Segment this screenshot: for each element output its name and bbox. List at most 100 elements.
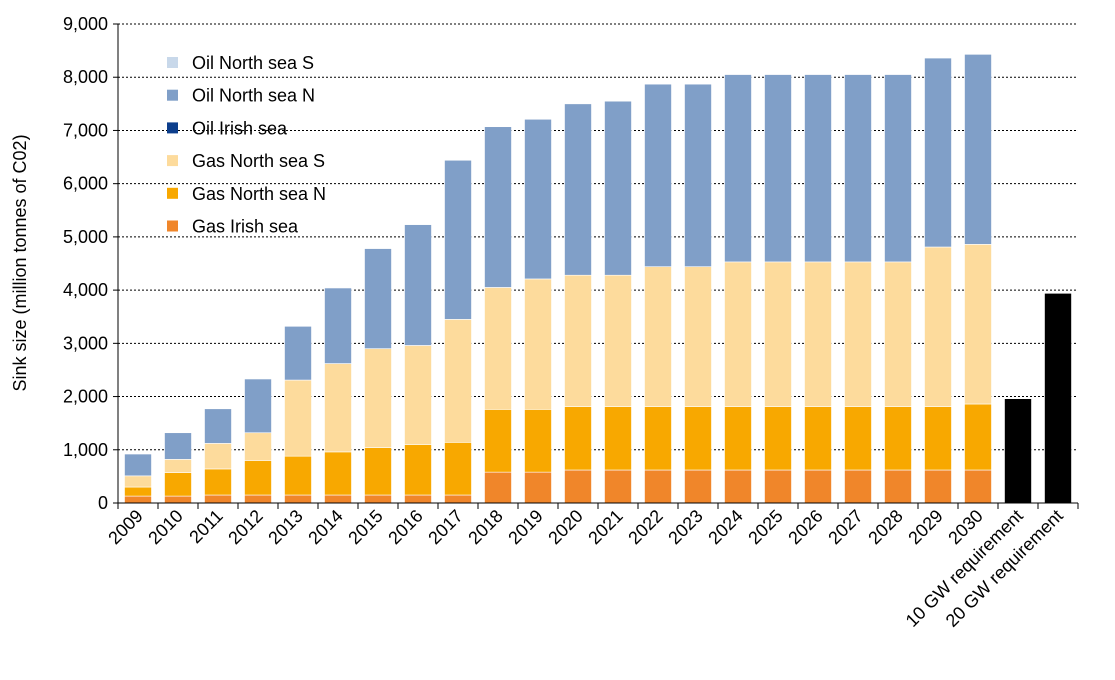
bar-segment [364,447,392,496]
bar-segment [764,74,792,263]
x-tick-label: 2024 [704,506,746,548]
bar-segment [404,224,432,346]
bar-segment [244,460,272,496]
bar-segment [804,469,832,504]
bar-segment [644,266,672,407]
y-tick-label: 5,000 [63,227,108,247]
y-tick-label: 7,000 [63,120,108,140]
x-tick-label: 2010 [144,506,186,548]
y-axis-label: Sink size (million tonnes of C02) [10,134,30,391]
bar-segment [764,261,792,407]
bar-segment [124,495,152,504]
legend-swatch [167,187,178,199]
legend-swatch [167,220,178,232]
x-tick-label: 2027 [824,506,866,548]
bar-segment [324,363,352,453]
bar-segment [684,406,712,471]
bar-segment [964,403,992,471]
bar-segment [684,266,712,407]
bar-segment [444,319,472,443]
bar-segment [404,345,432,445]
bar-segment [564,469,592,504]
x-tick-label: 2011 [185,506,227,548]
bar-segment [524,278,552,410]
x-tick-label: 2016 [384,506,426,548]
bar-segment [924,469,952,504]
x-tick-label: 2017 [424,506,466,548]
bar-segment [724,74,752,263]
legend-swatch [167,122,178,134]
bar-segment [644,83,672,267]
bar-segment [964,469,992,504]
bar-segment [284,379,312,457]
bar-segment [724,261,752,407]
bar-segment [724,406,752,471]
bar-segment [924,406,952,471]
bar-segment [364,248,392,349]
bar-segment [604,274,632,407]
bar-segment [604,406,632,471]
bar-segment [124,453,152,477]
bar-segment [244,432,272,461]
legend-swatch [167,89,178,101]
bar-segment [124,475,152,488]
bar-segment [884,469,912,504]
bar-segment [204,468,232,496]
bar-segment [764,406,792,471]
x-tick-label: 2014 [304,506,346,548]
y-tick-label: 4,000 [63,280,108,300]
y-tick-label: 3,000 [63,333,108,353]
bar-segment [364,494,392,504]
bar-segment [524,409,552,473]
bar-segment [204,443,232,470]
bar-segment [844,406,872,471]
bar-segment [804,261,832,407]
bar-segment [844,74,872,263]
bar-segment [164,432,192,460]
y-tick-label: 1,000 [63,440,108,460]
y-tick-label: 0 [98,493,108,513]
bar-segment [804,74,832,263]
legend-label: Gas Irish sea [192,217,299,237]
y-tick-label: 9,000 [63,14,108,34]
bar-segment [164,495,192,504]
x-tick-label: 2023 [664,506,706,548]
x-tick-label: 2015 [344,506,386,548]
bar-segment [884,261,912,407]
x-tick-label: 2009 [104,506,146,548]
bar-segment [684,83,712,267]
bar-segment [484,126,512,288]
bar-segment [164,459,192,473]
bar-segment [404,444,432,496]
bar-segment [564,274,592,407]
bar-segment [884,74,912,263]
legend-label: Oil North sea S [192,53,314,73]
bar-segment [604,469,632,504]
bar-segment [444,494,472,504]
bar-segment [1004,398,1032,504]
x-tick-label: 2013 [264,506,306,548]
bar-segment [484,471,512,504]
bar-segment [684,469,712,504]
bar-segment [524,118,552,280]
x-tick-label: 2021 [584,506,626,548]
bar-segment [124,486,152,497]
bar-segment [1044,293,1072,504]
bar-segment [164,472,192,497]
legend-label: Oil Irish sea [192,118,288,138]
bar-segment [644,406,672,471]
bar-segment [324,287,352,364]
x-tick-label: 2020 [544,506,586,548]
bar-segment [404,494,432,504]
legend-label: Gas North sea N [192,184,326,204]
bar-segment [204,494,232,504]
bar-segment [964,54,992,245]
x-tick-label: 2029 [904,506,946,548]
bar-segment [924,246,952,407]
bar-segment [444,442,472,496]
y-tick-label: 6,000 [63,174,108,194]
bar-segment [564,103,592,276]
y-tick-label: 8,000 [63,67,108,87]
bar-segment [644,469,672,504]
